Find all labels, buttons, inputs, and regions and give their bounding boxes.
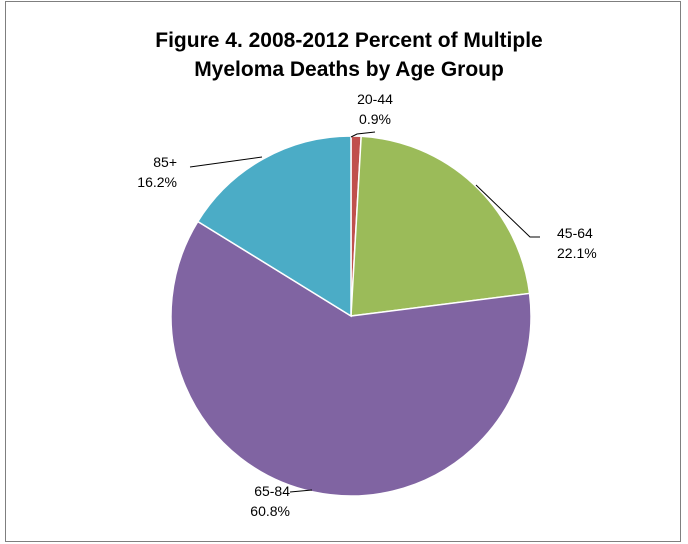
pie-slice-45-64 [350,135,531,317]
slice-category-label-65-84: 65-84 [254,483,290,499]
slice-percent-label-65-84: 60.8% [250,503,290,519]
slice-category-label-85-plus: 85+ [153,154,177,170]
slice-percent-label-85-plus: 16.2% [137,174,177,190]
leader-line-45-64 [475,184,540,238]
pie-slice-65-84 [170,220,532,497]
pie-slice-85-plus [196,135,352,318]
leader-line-85-plus [189,156,263,168]
slice-category-label-45-64: 45-64 [557,225,593,241]
leader-line-65-84 [289,489,313,493]
slice-percent-label-20-44: 0.9% [359,111,391,127]
chart-title-line-1: Figure 4. 2008-2012 Percent of Multiple [155,29,543,52]
slice-percent-label-45-64: 22.1% [557,245,597,261]
chart-title: Figure 4. 2008-2012 Percent of Multiple … [0,26,688,84]
slice-category-label-20-44: 20-44 [357,91,393,107]
leader-line-20-44 [350,131,376,138]
chart-title-line-2: Myeloma Deaths by Age Group [194,58,504,81]
